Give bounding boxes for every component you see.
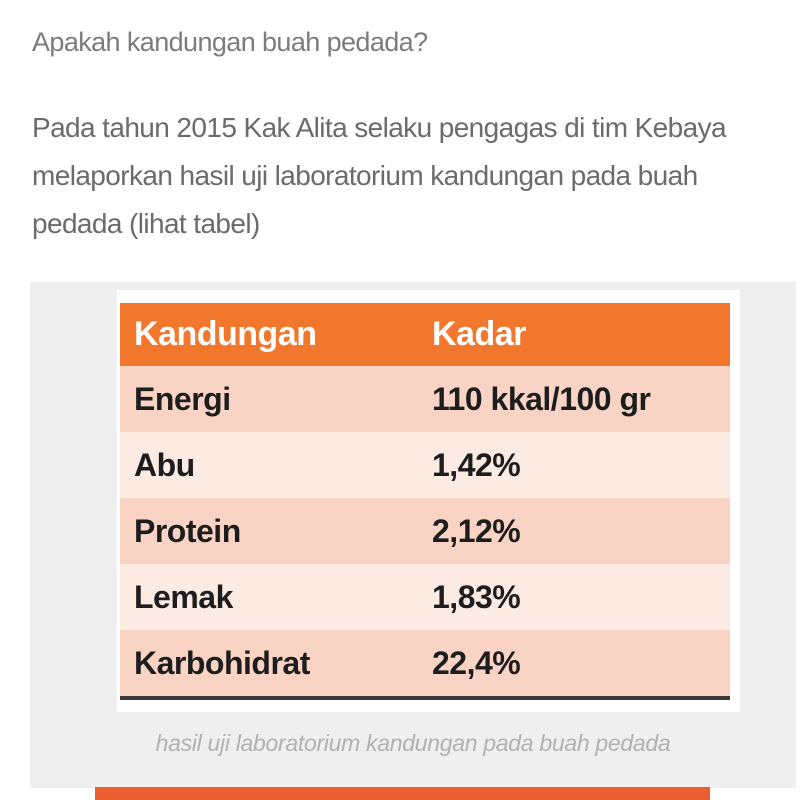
intro-paragraph: Pada tahun 2015 Kak Alita selaku pengaga… — [32, 104, 727, 248]
row-label: Abu — [134, 446, 195, 483]
intro-line-1: Pada tahun 2015 Kak Alita selaku pengaga… — [32, 112, 727, 143]
question-heading: Apakah kandungan buah pedada? — [32, 27, 428, 57]
table-row-abu: Abu 1,42% — [120, 432, 730, 498]
table-header-kandungan: Kandungan — [134, 315, 317, 353]
table-header-row: Kandungan Kadar — [120, 303, 730, 366]
table-row-karbohidrat: Karbohidrat 22,4% — [120, 630, 730, 696]
next-table-header-peek-bar — [95, 787, 710, 800]
row-label: Lemak — [134, 578, 233, 615]
figure-panel: Kandungan Kadar Energi 110 kkal/100 gr A… — [30, 282, 796, 788]
row-value: 110 kkal/100 gr — [432, 380, 651, 417]
row-label: Karbohidrat — [134, 644, 310, 681]
row-value: 1,42% — [432, 446, 521, 483]
intro-line-2: melaporkan hasil uji laboratorium kandun… — [32, 160, 698, 191]
row-label: Protein — [134, 512, 241, 549]
table-row-lemak: Lemak 1,83% — [120, 564, 730, 630]
intro-line-3: pedada (lihat tabel) — [32, 208, 260, 239]
row-value: 22,4% — [432, 644, 521, 681]
row-value: 2,12% — [432, 512, 521, 549]
row-label: Energi — [134, 380, 231, 417]
table-header-kadar: Kadar — [432, 315, 526, 353]
table-row-protein: Protein 2,12% — [120, 498, 730, 564]
nutrition-table: Kandungan Kadar Energi 110 kkal/100 gr A… — [120, 303, 730, 700]
figure-caption: hasil uji laboratorium kandungan pada bu… — [155, 730, 671, 756]
row-value: 1,83% — [432, 578, 521, 615]
table-row-energi: Energi 110 kkal/100 gr — [120, 366, 730, 432]
figure-card: Kandungan Kadar Energi 110 kkal/100 gr A… — [117, 290, 740, 712]
